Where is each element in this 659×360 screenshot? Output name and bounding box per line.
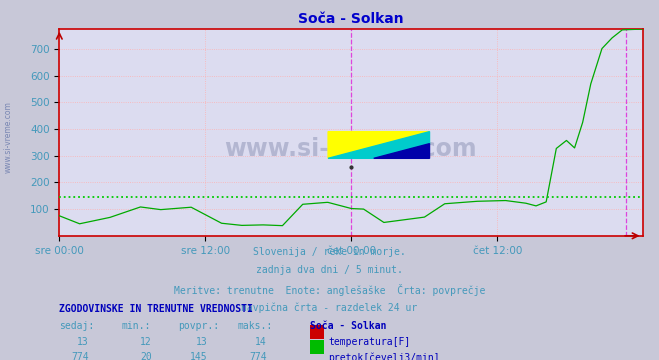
Text: 12: 12 [140,337,152,347]
Text: www.si-vreme.com: www.si-vreme.com [4,101,13,173]
Text: 13: 13 [196,337,208,347]
Text: navpična črta - razdelek 24 ur: navpična črta - razdelek 24 ur [241,303,418,313]
Text: 20: 20 [140,352,152,360]
Text: 774: 774 [71,352,89,360]
Text: Slovenija / reke in morje.: Slovenija / reke in morje. [253,247,406,257]
Polygon shape [328,132,430,158]
Text: sedaj:: sedaj: [59,321,94,332]
Text: povpr.:: povpr.: [178,321,219,332]
Text: Meritve: trenutne  Enote: anglešaške  Črta: povprečje: Meritve: trenutne Enote: anglešaške Črta… [174,284,485,296]
Text: www.si-vreme.com: www.si-vreme.com [225,137,477,161]
Text: temperatura[F]: temperatura[F] [328,337,411,347]
Text: min.:: min.: [122,321,152,332]
Polygon shape [374,144,430,158]
Text: ZGODOVINSKE IN TRENUTNE VREDNOSTI: ZGODOVINSKE IN TRENUTNE VREDNOSTI [59,304,253,314]
Title: Soča - Solkan: Soča - Solkan [298,12,404,26]
Text: Soča - Solkan: Soča - Solkan [310,321,386,332]
Text: 13: 13 [77,337,89,347]
Polygon shape [328,132,430,158]
Text: 14: 14 [255,337,267,347]
Text: pretok[čevelj3/min]: pretok[čevelj3/min] [328,352,440,360]
Text: maks.:: maks.: [237,321,272,332]
Text: zadnja dva dni / 5 minut.: zadnja dva dni / 5 minut. [256,265,403,275]
Text: 774: 774 [249,352,267,360]
Text: 145: 145 [190,352,208,360]
